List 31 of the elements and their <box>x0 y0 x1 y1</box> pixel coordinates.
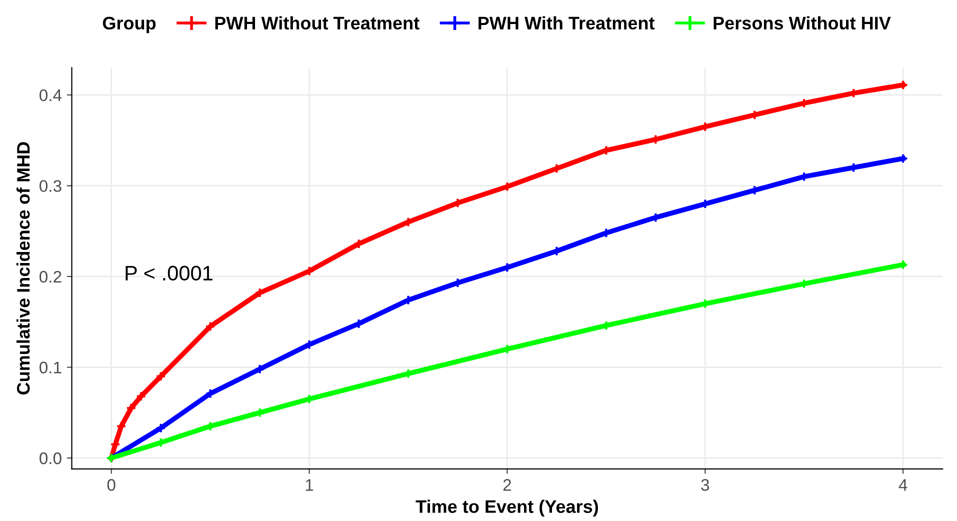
x-axis-title: Time to Event (Years) <box>416 500 598 517</box>
point <box>205 321 216 332</box>
annotation: P < .0001 <box>126 266 212 281</box>
point <box>304 266 314 276</box>
x-tick-label: 4 <box>898 479 908 491</box>
point <box>205 388 216 399</box>
legend-label: PWH Without Treatment <box>215 16 420 30</box>
y-tick-label: 0.0 <box>40 452 62 464</box>
y-tick-label: 0.2 <box>40 270 62 283</box>
legend-label: PWH With Treatment <box>478 16 655 30</box>
x-tick-label: 0 <box>107 479 116 491</box>
x-tick-label: 2 <box>503 479 512 491</box>
point <box>304 339 314 350</box>
x-tick-label: 1 <box>306 479 314 491</box>
y-tick-label: 0.4 <box>40 89 62 102</box>
point <box>136 391 146 402</box>
point <box>156 371 166 382</box>
y-tick-label: 0.1 <box>40 362 62 374</box>
point <box>403 216 414 228</box>
y-tick-label: 0.3 <box>40 180 62 192</box>
point <box>156 422 166 434</box>
point <box>254 288 266 298</box>
point <box>403 294 414 306</box>
legend-title: Group <box>102 16 156 34</box>
y-axis-title: Cumulative Incidence of MHD <box>16 142 30 394</box>
point <box>354 318 364 329</box>
point <box>254 364 266 374</box>
point <box>354 238 364 250</box>
point <box>126 402 136 414</box>
legend-label: Persons Without HIV <box>714 16 891 30</box>
x-tick-label: 3 <box>701 479 710 491</box>
